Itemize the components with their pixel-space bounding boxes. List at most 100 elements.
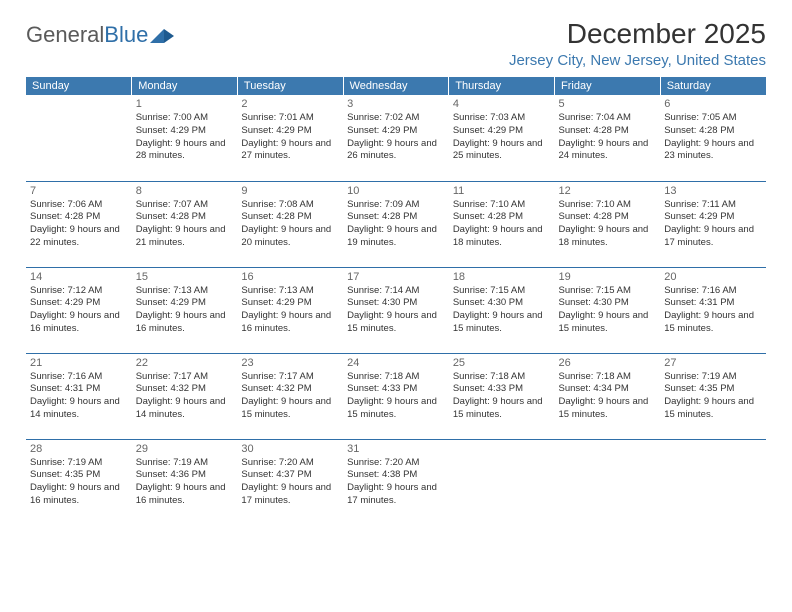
day-number: 27 (664, 357, 762, 369)
calendar-cell: 16 Sunrise: 7:13 AMSunset: 4:29 PMDayligh… (237, 267, 343, 353)
calendar-cell: 7 Sunrise: 7:06 AMSunset: 4:28 PMDaylight… (26, 181, 132, 267)
day-number: 22 (136, 357, 234, 369)
weekday-header: Tuesday (237, 77, 343, 95)
calendar-cell: 27 Sunrise: 7:19 AMSunset: 4:35 PMDayligh… (660, 353, 766, 439)
weekday-header: Monday (132, 77, 238, 95)
day-number: 28 (30, 443, 128, 455)
day-details: Sunrise: 7:10 AMSunset: 4:28 PMDaylight:… (559, 199, 657, 250)
day-number: 1 (136, 98, 234, 110)
day-details: Sunrise: 7:18 AMSunset: 4:33 PMDaylight:… (347, 371, 445, 422)
day-details: Sunrise: 7:16 AMSunset: 4:31 PMDaylight:… (30, 371, 128, 422)
calendar-cell: 13 Sunrise: 7:11 AMSunset: 4:29 PMDayligh… (660, 181, 766, 267)
day-number: 2 (241, 98, 339, 110)
day-details: Sunrise: 7:13 AMSunset: 4:29 PMDaylight:… (136, 285, 234, 336)
day-number: 16 (241, 271, 339, 283)
calendar-cell: 26Sunrise: 7:18 AMSunset: 4:34 PMDayligh… (555, 353, 661, 439)
day-details: Sunrise: 7:03 AMSunset: 4:29 PMDaylight:… (453, 112, 551, 163)
weekday-header: Friday (555, 77, 661, 95)
day-details: Sunrise: 7:14 AMSunset: 4:30 PMDaylight:… (347, 285, 445, 336)
calendar-cell: 29 Sunrise: 7:19 AMSunset: 4:36 PMDayligh… (132, 439, 238, 525)
day-details: Sunrise: 7:19 AMSunset: 4:35 PMDaylight:… (664, 371, 762, 422)
day-number: 31 (347, 443, 445, 455)
calendar-cell: 25 Sunrise: 7:18 AMSunset: 4:33 PMDayligh… (449, 353, 555, 439)
calendar-cell: 11Sunrise: 7:10 AMSunset: 4:28 PMDayligh… (449, 181, 555, 267)
day-details: Sunrise: 7:15 AMSunset: 4:30 PMDaylight:… (453, 285, 551, 336)
day-details: Sunrise: 7:00 AMSunset: 4:29 PMDaylight:… (136, 112, 234, 163)
weekday-header: Wednesday (343, 77, 449, 95)
calendar-cell: 2Sunrise: 7:01 AMSunset: 4:29 PMDaylight… (237, 95, 343, 181)
weekday-header: Saturday (660, 77, 766, 95)
day-number: 5 (559, 98, 657, 110)
day-number: 24 (347, 357, 445, 369)
calendar-cell (660, 439, 766, 525)
calendar-cell: 15 Sunrise: 7:13 AMSunset: 4:29 PMDayligh… (132, 267, 238, 353)
day-number: 29 (136, 443, 234, 455)
day-details: Sunrise: 7:20 AMSunset: 4:38 PMDaylight:… (347, 457, 445, 508)
day-number: 9 (241, 185, 339, 197)
calendar-cell (449, 439, 555, 525)
day-number: 30 (241, 443, 339, 455)
logo: GeneralBlue (26, 22, 176, 48)
day-details: Sunrise: 7:05 AMSunset: 4:28 PMDaylight:… (664, 112, 762, 163)
calendar-cell (26, 95, 132, 181)
calendar-cell: 28 Sunrise: 7:19 AMSunset: 4:35 PMDayligh… (26, 439, 132, 525)
calendar-cell: 3 Sunrise: 7:02 AMSunset: 4:29 PMDaylight… (343, 95, 449, 181)
day-number: 17 (347, 271, 445, 283)
day-number: 8 (136, 185, 234, 197)
day-details: Sunrise: 7:10 AMSunset: 4:28 PMDaylight:… (453, 199, 551, 250)
day-details: Sunrise: 7:19 AMSunset: 4:36 PMDaylight:… (136, 457, 234, 508)
day-number: 4 (453, 98, 551, 110)
day-number: 3 (347, 98, 445, 110)
day-details: Sunrise: 7:17 AMSunset: 4:32 PMDaylight:… (136, 371, 234, 422)
calendar-cell: 4 Sunrise: 7:03 AMSunset: 4:29 PMDaylight… (449, 95, 555, 181)
calendar-cell: 21Sunrise: 7:16 AMSunset: 4:31 PMDayligh… (26, 353, 132, 439)
day-details: Sunrise: 7:09 AMSunset: 4:28 PMDaylight:… (347, 199, 445, 250)
day-number: 7 (30, 185, 128, 197)
location: Jersey City, New Jersey, United States (509, 52, 766, 69)
calendar-cell: 24 Sunrise: 7:18 AMSunset: 4:33 PMDayligh… (343, 353, 449, 439)
calendar-cell: 5 Sunrise: 7:04 AMSunset: 4:28 PMDaylight… (555, 95, 661, 181)
day-details: Sunrise: 7:18 AMSunset: 4:33 PMDaylight:… (453, 371, 551, 422)
day-number: 15 (136, 271, 234, 283)
calendar-cell: 10 Sunrise: 7:09 AMSunset: 4:28 PMDayligh… (343, 181, 449, 267)
day-number: 13 (664, 185, 762, 197)
day-number: 23 (241, 357, 339, 369)
day-details: Sunrise: 7:07 AMSunset: 4:28 PMDaylight:… (136, 199, 234, 250)
weekday-header: Thursday (449, 77, 555, 95)
day-number: 14 (30, 271, 128, 283)
day-details: Sunrise: 7:11 AMSunset: 4:29 PMDaylight:… (664, 199, 762, 250)
calendar-cell: 17 Sunrise: 7:14 AMSunset: 4:30 PMDayligh… (343, 267, 449, 353)
calendar-cell: 1 Sunrise: 7:00 AMSunset: 4:29 PMDaylight… (132, 95, 238, 181)
calendar-cell: 20Sunrise: 7:16 AMSunset: 4:31 PMDayligh… (660, 267, 766, 353)
calendar-cell: 9 Sunrise: 7:08 AMSunset: 4:28 PMDaylight… (237, 181, 343, 267)
day-details: Sunrise: 7:13 AMSunset: 4:29 PMDaylight:… (241, 285, 339, 336)
day-details: Sunrise: 7:02 AMSunset: 4:29 PMDaylight:… (347, 112, 445, 163)
calendar-cell: 22 Sunrise: 7:17 AMSunset: 4:32 PMDayligh… (132, 353, 238, 439)
calendar-cell: 23 Sunrise: 7:17 AMSunset: 4:32 PMDayligh… (237, 353, 343, 439)
calendar-table: SundayMondayTuesdayWednesdayThursdayFrid… (26, 77, 766, 525)
day-details: Sunrise: 7:18 AMSunset: 4:34 PMDaylight:… (559, 371, 657, 422)
calendar-cell: 30Sunrise: 7:20 AMSunset: 4:37 PMDayligh… (237, 439, 343, 525)
day-details: Sunrise: 7:17 AMSunset: 4:32 PMDaylight:… (241, 371, 339, 422)
day-details: Sunrise: 7:06 AMSunset: 4:28 PMDaylight:… (30, 199, 128, 250)
day-details: Sunrise: 7:04 AMSunset: 4:28 PMDaylight:… (559, 112, 657, 163)
day-number: 12 (559, 185, 657, 197)
calendar-cell: 6 Sunrise: 7:05 AMSunset: 4:28 PMDaylight… (660, 95, 766, 181)
day-number: 18 (453, 271, 551, 283)
day-number: 25 (453, 357, 551, 369)
day-details: Sunrise: 7:15 AMSunset: 4:30 PMDaylight:… (559, 285, 657, 336)
day-details: Sunrise: 7:08 AMSunset: 4:28 PMDaylight:… (241, 199, 339, 250)
header: GeneralBlue December 2025 Jersey City, N… (26, 18, 766, 69)
calendar-cell (555, 439, 661, 525)
calendar-cell: 31 Sunrise: 7:20 AMSunset: 4:38 PMDayligh… (343, 439, 449, 525)
month-title: December 2025 (509, 18, 766, 50)
logo-text-2: Blue (104, 22, 148, 48)
calendar-cell: 14 Sunrise: 7:12 AMSunset: 4:29 PMDayligh… (26, 267, 132, 353)
calendar-cell: 19Sunrise: 7:15 AMSunset: 4:30 PMDayligh… (555, 267, 661, 353)
logo-icon (150, 25, 176, 45)
day-details: Sunrise: 7:12 AMSunset: 4:29 PMDaylight:… (30, 285, 128, 336)
day-number: 10 (347, 185, 445, 197)
calendar-cell: 12 Sunrise: 7:10 AMSunset: 4:28 PMDayligh… (555, 181, 661, 267)
day-details: Sunrise: 7:19 AMSunset: 4:35 PMDaylight:… (30, 457, 128, 508)
day-number: 6 (664, 98, 762, 110)
